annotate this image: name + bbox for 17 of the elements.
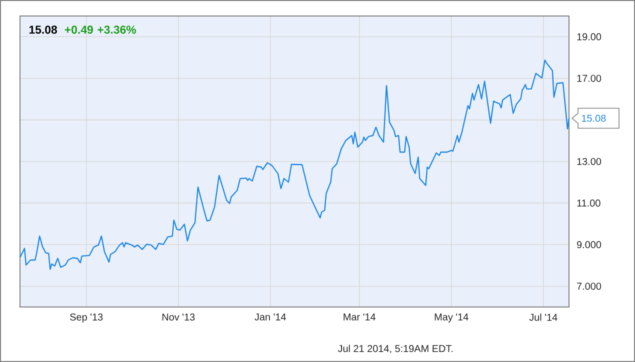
line-series	[19, 59, 570, 270]
y-tick-label: 13.00	[577, 158, 602, 166]
y-tick-label: 7.000	[577, 282, 602, 290]
x-tick-label: Mar '14	[344, 314, 376, 320]
y-tick-label: 11.00	[577, 200, 600, 207]
annotation: 15.08	[582, 114, 606, 122]
x-tick-label: Jul '14	[529, 314, 558, 321]
y-tick-label: 9.000	[576, 241, 602, 248]
x-tick-label: May '14	[434, 314, 468, 322]
x-tick-label: Jan '14	[254, 314, 286, 320]
x-tick-label: Sep '13	[70, 314, 103, 323]
y-tick-label: 19.00	[577, 33, 602, 40]
x-tick-label: Nov '13	[162, 314, 195, 321]
text: Jul 21 2014, 5:19AM EDT.	[338, 344, 453, 354]
y-tick-label: 17.00	[577, 74, 602, 82]
text: 15.08	[29, 26, 58, 34]
text: +0.49 +3.36%	[64, 26, 136, 34]
